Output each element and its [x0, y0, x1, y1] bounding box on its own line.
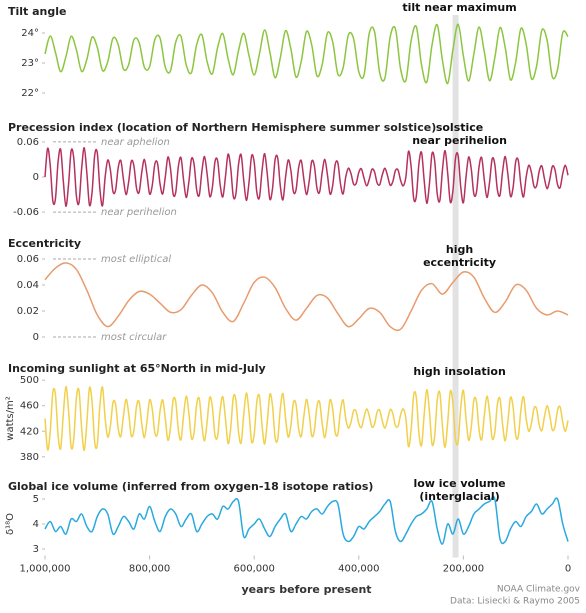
y-tick-label: 23° — [21, 58, 39, 69]
y-tick-label: 4 — [33, 519, 39, 530]
y-axis-label: watts/m² — [5, 396, 16, 440]
data-line — [44, 23, 569, 85]
credit: Data: Lisiecki & Raymo 2005 — [450, 597, 580, 607]
panel-title: Incoming sunlight at 65°North in mid-Jul… — [8, 362, 266, 375]
reference-label: most elliptical — [101, 254, 171, 265]
x-tick-label: 0 — [565, 564, 571, 575]
annotation: solstice — [436, 121, 483, 134]
y-tick-label: 500 — [20, 375, 39, 386]
panel-title: Precession index (location of Northern H… — [8, 121, 436, 134]
y-tick-label: 0.02 — [17, 306, 39, 317]
panel-title: Eccentricity — [8, 237, 81, 250]
y-tick-label: 0 — [33, 172, 39, 183]
y-tick-label: 0.06 — [17, 254, 39, 265]
credit: NOAA Climate.gov — [497, 585, 581, 595]
annotation: high insolation — [413, 365, 505, 378]
y-tick-label: 3 — [33, 544, 39, 555]
y-tick-label: 380 — [20, 452, 39, 463]
annotation: high — [446, 243, 473, 256]
y-tick-label: 0 — [33, 332, 39, 343]
annotation: low ice volume — [413, 477, 505, 490]
y-tick-label: 460 — [20, 401, 39, 412]
annotation: (interglacial) — [419, 490, 499, 503]
annotation: eccentricity — [423, 256, 496, 269]
y-tick-label: 22° — [21, 88, 39, 99]
y-tick-label: 420 — [20, 426, 39, 437]
reference-label: most circular — [101, 332, 167, 343]
y-tick-label: 5 — [33, 494, 39, 505]
annotation: near perihelion — [412, 134, 507, 147]
data-line — [44, 495, 569, 545]
data-line — [44, 262, 569, 332]
x-axis-label: years before present — [241, 583, 371, 596]
data-line — [44, 385, 569, 452]
x-tick-label: 400,000 — [338, 564, 379, 575]
reference-label: near aphelion — [101, 137, 170, 148]
data-line — [44, 147, 569, 207]
x-tick-label: 200,000 — [443, 564, 484, 575]
x-tick-label: 800,000 — [129, 564, 170, 575]
y-axis-label: δ¹⁸O — [5, 513, 16, 535]
y-tick-label: 0.04 — [17, 280, 39, 291]
highlight-band — [452, 15, 459, 558]
panel-title: Global ice volume (inferred from oxygen-… — [8, 480, 373, 493]
y-tick-label: 24° — [21, 28, 39, 39]
annotation: tilt near maximum — [402, 1, 516, 14]
x-tick-label: 1,000,000 — [20, 564, 71, 575]
reference-label: near perihelion — [101, 207, 177, 218]
x-tick-label: 600,000 — [234, 564, 275, 575]
y-tick-label: -0.06 — [13, 207, 39, 218]
y-tick-label: 0.06 — [17, 137, 39, 148]
panel-title: Tilt angle — [8, 5, 67, 18]
